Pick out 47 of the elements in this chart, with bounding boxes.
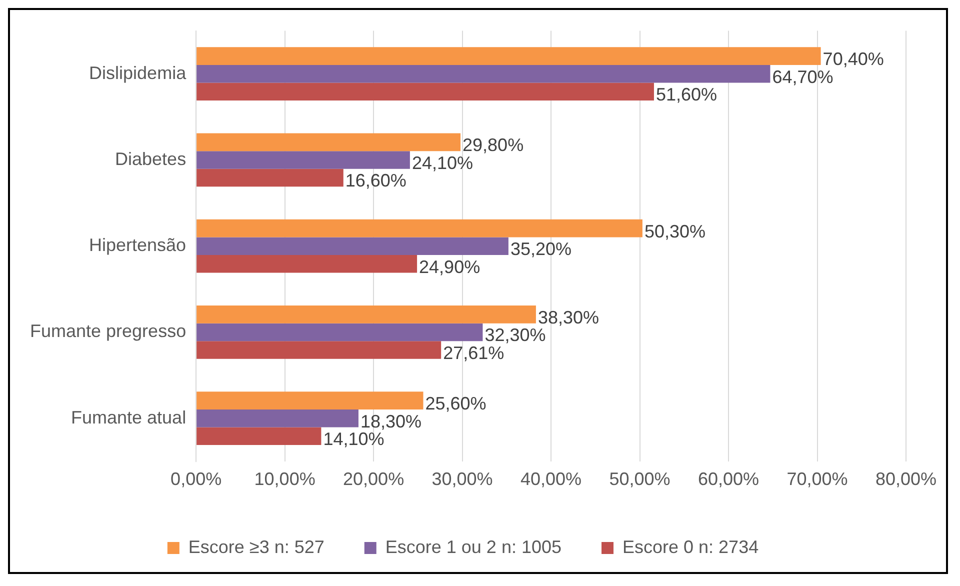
- legend-label: Escore ≥3 n: 527: [188, 536, 324, 557]
- data-label: 24,10%: [412, 152, 474, 173]
- data-label: 18,30%: [360, 411, 422, 432]
- bar: [196, 255, 418, 273]
- bar: [196, 168, 344, 187]
- data-label: 50,30%: [644, 221, 706, 242]
- bar: [196, 64, 770, 83]
- y-tick-label: Fumante pregresso: [30, 321, 186, 342]
- bar: [196, 82, 654, 101]
- data-label: 70,40%: [822, 49, 884, 70]
- x-tick-label: 70,00%: [786, 469, 848, 490]
- data-label: 24,90%: [419, 256, 480, 277]
- bar: [196, 323, 483, 342]
- bar: [196, 151, 410, 169]
- x-tick-label: 80,00%: [875, 469, 937, 490]
- data-label: 25,60%: [425, 394, 486, 414]
- bar: [196, 47, 821, 65]
- bar: [196, 306, 536, 324]
- bar: [196, 133, 461, 152]
- legend-label: Escore 0 n: 2734: [622, 536, 759, 557]
- x-tick-label: 0,00%: [170, 469, 222, 490]
- bar: [196, 427, 322, 446]
- bar: [196, 237, 508, 255]
- data-label: 64,70%: [772, 66, 834, 87]
- data-label: 32,30%: [484, 325, 546, 346]
- x-tick-label: 10,00%: [254, 469, 316, 490]
- data-label: 51,60%: [656, 84, 718, 105]
- legend-label: Escore 1 ou 2 n: 1005: [385, 536, 562, 557]
- x-tick-label: 50,00%: [609, 469, 670, 490]
- data-label: 38,30%: [538, 307, 600, 328]
- x-tick-label: 60,00%: [698, 469, 760, 490]
- x-tick-label: 30,00%: [432, 469, 493, 490]
- data-label: 16,60%: [345, 170, 406, 191]
- bar: [196, 341, 442, 359]
- data-label: 29,80%: [462, 135, 524, 156]
- data-label: 35,20%: [510, 239, 572, 260]
- y-tick-label: Fumante atual: [71, 407, 186, 428]
- bar: [196, 409, 358, 428]
- data-label: 27,61%: [443, 342, 504, 363]
- x-tick-label: 20,00%: [343, 469, 404, 490]
- bar: [196, 219, 642, 238]
- data-label: 14,10%: [323, 429, 384, 450]
- y-tick-label: Diabetes: [115, 148, 186, 169]
- bar: [196, 392, 424, 410]
- y-tick-label: Dislipidemia: [89, 62, 188, 83]
- y-tick-label: Hipertensão: [89, 235, 186, 256]
- x-tick-label: 40,00%: [520, 469, 582, 490]
